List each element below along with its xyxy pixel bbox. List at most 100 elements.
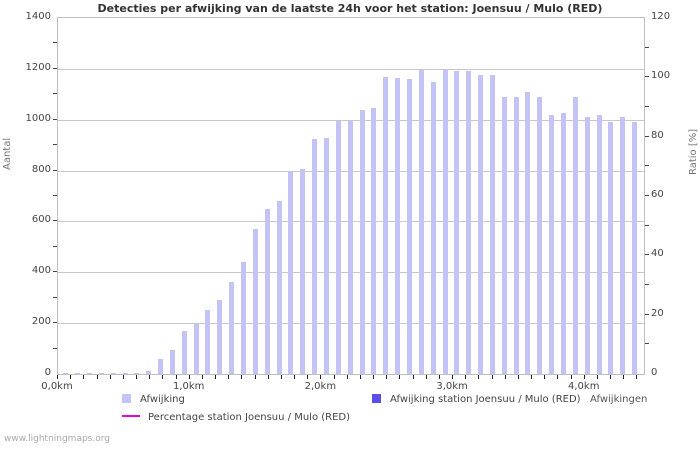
bar[interactable]	[264, 208, 270, 374]
bar[interactable]	[347, 119, 353, 374]
x-axis-tickmark	[504, 375, 506, 379]
bar[interactable]	[525, 91, 531, 374]
x-axis-tickmark	[228, 375, 230, 379]
bar[interactable]	[454, 71, 460, 374]
x-axis-tickmark	[517, 375, 519, 379]
bar[interactable]	[252, 229, 258, 374]
bar[interactable]	[110, 372, 116, 374]
x-axis-tickmark	[57, 375, 58, 379]
x-axis-tickmark	[544, 375, 546, 379]
bar[interactable]	[229, 282, 235, 374]
x-axis-tickmark	[109, 375, 111, 379]
bar[interactable]	[63, 372, 69, 374]
x-axis-tickmark	[122, 375, 124, 379]
bar[interactable]	[513, 96, 519, 374]
bar[interactable]	[158, 358, 164, 374]
legend-item-station-percentage[interactable]: Percentage station Joensuu / Mulo (RED)	[122, 412, 350, 423]
bar[interactable]	[418, 70, 424, 374]
y-axis-right-tick-label: 100	[651, 70, 671, 82]
bar[interactable]	[122, 372, 128, 374]
watermark: www.lightningmaps.org	[4, 434, 110, 444]
bar[interactable]	[608, 122, 614, 374]
bar[interactable]	[572, 96, 578, 374]
bar[interactable]	[312, 138, 318, 374]
y-axis-right-tickmark	[645, 135, 649, 137]
bar[interactable]	[478, 75, 484, 374]
legend-item-afwijking[interactable]: Afwijking	[122, 394, 185, 405]
bar[interactable]	[501, 96, 507, 374]
bar[interactable]	[217, 300, 223, 374]
x-axis-tickmark	[373, 375, 375, 379]
x-axis-tickmark	[307, 375, 309, 379]
legend-swatch-station-afwijking	[372, 394, 381, 403]
y-axis-right-tick-label: 20	[651, 307, 664, 319]
x-axis-tickmark	[478, 375, 480, 379]
y-axis-left-tick-label: 1000	[25, 112, 51, 124]
bar[interactable]	[86, 372, 92, 374]
bar[interactable]	[561, 113, 567, 374]
x-axis-tickmark	[162, 375, 164, 379]
bar[interactable]	[241, 262, 247, 374]
y-axis-right-minor-tickmark	[645, 224, 649, 226]
y-axis-left-minor-tickmark	[53, 296, 57, 298]
bar[interactable]	[324, 137, 329, 374]
y-axis-left-tick-label: 600	[31, 214, 51, 226]
legend-item-station-afwijking[interactable]: Afwijking station Joensuu / Mulo (RED)	[372, 394, 581, 405]
y-axis-right-minor-tickmark	[645, 46, 649, 48]
bar[interactable]	[98, 372, 104, 374]
bar[interactable]	[596, 114, 602, 374]
bar[interactable]	[620, 117, 626, 374]
bar[interactable]	[146, 371, 152, 374]
bar[interactable]	[584, 117, 590, 374]
plot-area	[57, 17, 645, 375]
y-axis-left-minor-tickmark	[53, 347, 57, 349]
bar[interactable]	[288, 170, 294, 374]
y-axis-left-tickmark	[53, 118, 57, 120]
x-axis-tickmark	[149, 375, 151, 379]
x-axis-tickmark	[491, 375, 493, 379]
y-axis-right-minor-tickmark	[645, 106, 649, 107]
bar[interactable]	[406, 79, 412, 374]
x-axis-tickmark	[386, 375, 388, 379]
bar[interactable]	[632, 122, 638, 374]
bar[interactable]	[181, 330, 187, 374]
x-axis-tickmark	[346, 375, 348, 379]
bar[interactable]	[466, 71, 472, 374]
bar[interactable]	[383, 76, 389, 374]
bar[interactable]	[489, 75, 495, 374]
y-axis-left-tickmark	[53, 220, 57, 222]
bar[interactable]	[75, 372, 81, 374]
bar[interactable]	[335, 121, 341, 374]
x-axis-tick-label: 0,0km	[41, 381, 73, 392]
bar[interactable]	[193, 324, 199, 374]
bar[interactable]	[537, 96, 543, 374]
y-axis-right-tickmark	[645, 76, 649, 78]
bar[interactable]	[169, 349, 175, 374]
bar[interactable]	[430, 81, 436, 374]
x-axis-title: Afwijkingen	[590, 394, 648, 405]
bar[interactable]	[549, 114, 555, 374]
x-axis-tickmark	[623, 375, 625, 379]
bar[interactable]	[134, 372, 140, 374]
x-axis-tickmark	[175, 375, 177, 379]
x-axis-tickmark	[333, 375, 335, 379]
chart-title: Detecties per afwijking van de laatste 2…	[97, 2, 603, 15]
bar[interactable]	[442, 68, 448, 374]
legend-line-station-percentage	[122, 415, 140, 417]
bar[interactable]	[276, 201, 282, 374]
y-axis-right-tickmark	[645, 195, 649, 196]
bar[interactable]	[300, 169, 306, 374]
bar[interactable]	[359, 109, 365, 374]
bar[interactable]	[395, 77, 401, 374]
bar[interactable]	[205, 310, 211, 374]
bar[interactable]	[371, 108, 377, 374]
x-axis-tickmark	[188, 375, 190, 379]
y-axis-left-tick-label: 0	[44, 367, 51, 378]
x-axis-tick-label: 3,0km	[436, 381, 468, 392]
x-axis-tickmark	[215, 375, 217, 379]
x-axis-tickmark	[570, 375, 572, 379]
x-axis-tickmark	[583, 375, 585, 379]
y-axis-right-tick-label: 60	[651, 189, 664, 200]
x-axis-tickmark	[438, 375, 440, 379]
x-axis-tickmark	[267, 375, 269, 379]
